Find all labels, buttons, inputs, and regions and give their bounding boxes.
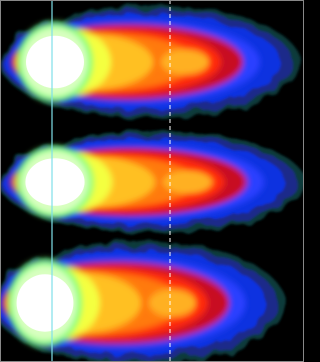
false-color-image (0, 0, 304, 362)
plume-middle (0, 131, 304, 234)
plume-top (0, 5, 300, 118)
page (0, 0, 304, 362)
